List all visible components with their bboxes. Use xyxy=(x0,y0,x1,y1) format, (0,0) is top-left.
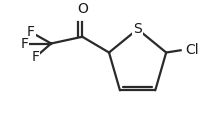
Text: F: F xyxy=(20,36,28,51)
Text: F: F xyxy=(32,50,40,64)
Text: S: S xyxy=(133,22,142,36)
Text: Cl: Cl xyxy=(185,43,199,57)
Text: O: O xyxy=(77,3,88,16)
Text: F: F xyxy=(27,25,35,39)
